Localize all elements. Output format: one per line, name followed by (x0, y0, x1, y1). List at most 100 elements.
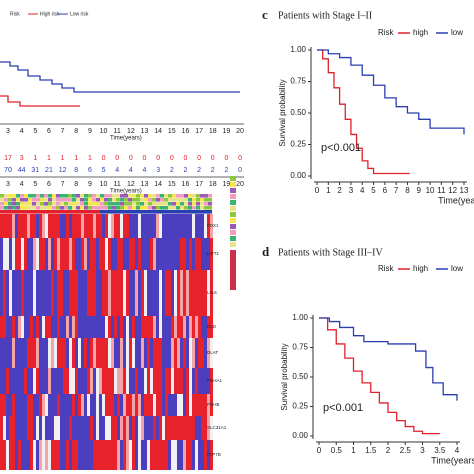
heat-cell (42, 338, 45, 368)
right-panels: c Patients with Stage I–II Risk high low 0.00… (262, 7, 474, 465)
heat-cell (207, 368, 210, 394)
heat-cell (57, 214, 60, 238)
heat-cell (177, 214, 180, 238)
heat-cell (156, 338, 159, 368)
heat-cell (168, 316, 171, 338)
heat-cell (207, 214, 210, 238)
heat-cell (3, 214, 6, 238)
heat-cell (150, 416, 153, 440)
heat-cell (114, 214, 117, 238)
legend-key (230, 200, 236, 205)
heat-cell (99, 270, 102, 316)
heat-cell (162, 214, 165, 238)
heat-cell (114, 238, 117, 270)
risk-count: 0 (102, 155, 106, 162)
heat-cell (63, 338, 66, 368)
heat-cell (33, 368, 36, 394)
heat-cell (117, 238, 120, 270)
annotation-cell (116, 210, 120, 214)
heat-cell (45, 416, 48, 440)
annotation-cell (112, 198, 116, 202)
heat-cell (51, 238, 54, 270)
heat-cell (117, 214, 120, 238)
heat-cell (126, 338, 129, 368)
heat-cell (78, 214, 81, 238)
annotation-cell (0, 202, 4, 206)
heat-cell (192, 440, 195, 470)
annotation-cell (4, 202, 8, 206)
heat-cell (171, 368, 174, 394)
heat-cell (174, 440, 177, 470)
x-tick-label: 13 (141, 128, 149, 135)
heat-cell (102, 440, 105, 470)
annotation-cell (192, 206, 196, 210)
heat-cell (24, 316, 27, 338)
gene-label: SLC31A1 (207, 425, 227, 430)
heat-cell (30, 368, 33, 394)
heat-cell (162, 440, 165, 470)
annotation-cell (40, 198, 44, 202)
x-tick-label: 12 (127, 181, 135, 188)
heat-cell (138, 214, 141, 238)
heat-cell (60, 316, 63, 338)
annotation-cell (156, 210, 160, 214)
heat-cell (99, 416, 102, 440)
heat-cell (15, 416, 18, 440)
heat-cell (168, 416, 171, 440)
heat-cell (102, 214, 105, 238)
heat-cell (42, 270, 45, 316)
annotation-cell (196, 206, 200, 210)
gene-label: DLD (207, 324, 217, 329)
annotation-cell (184, 194, 188, 198)
annotation-cell (208, 206, 212, 210)
heat-cell (21, 338, 24, 368)
annotation-cell (40, 210, 44, 214)
heat-cell (114, 416, 117, 440)
annotation-cell (160, 198, 164, 202)
x-tick-label: 14 (154, 181, 162, 188)
heat-cell (27, 338, 30, 368)
annotation-cell (204, 194, 208, 198)
heat-cell (63, 316, 66, 338)
heat-cell (141, 238, 144, 270)
p-value: p<0.001 (321, 142, 361, 154)
heat-cell (12, 394, 15, 416)
heat-cell (24, 214, 27, 238)
heat-cell (75, 368, 78, 394)
heat-cell (159, 440, 162, 470)
heat-cell (90, 316, 93, 338)
heat-cell (156, 316, 159, 338)
annotation-cell (20, 206, 24, 210)
x-tick-label: 4 (360, 186, 365, 195)
gene-label: DLAT (207, 350, 218, 355)
annotation-cell (104, 210, 108, 214)
annotation-cell (48, 210, 52, 214)
heat-cell (72, 394, 75, 416)
heat-cell (153, 338, 156, 368)
heat-cell (207, 416, 210, 440)
annotation-cell (84, 206, 88, 210)
survival-curve (319, 317, 458, 401)
annotation-cell (112, 206, 116, 210)
heat-cell (18, 214, 21, 238)
heat-cell (48, 270, 51, 316)
heat-cell (36, 338, 39, 368)
heat-cell (81, 238, 84, 270)
heat-cell (195, 338, 198, 368)
heat-cell (189, 214, 192, 238)
heat-cell (186, 338, 189, 368)
x-tick-label: 13 (141, 181, 149, 188)
heat-cell (165, 368, 168, 394)
annotation-cell (32, 210, 36, 214)
heat-cell (126, 416, 129, 440)
heat-cell (183, 214, 186, 238)
annotation-cell (196, 210, 200, 214)
heat-cell (93, 440, 96, 470)
legend-label: High risk (40, 11, 60, 17)
annotation-cell (168, 210, 172, 214)
heat-cell (90, 416, 93, 440)
heat-cell (69, 238, 72, 270)
annotation-cell (8, 206, 12, 210)
heat-cell (147, 338, 150, 368)
heat-cell (18, 416, 21, 440)
